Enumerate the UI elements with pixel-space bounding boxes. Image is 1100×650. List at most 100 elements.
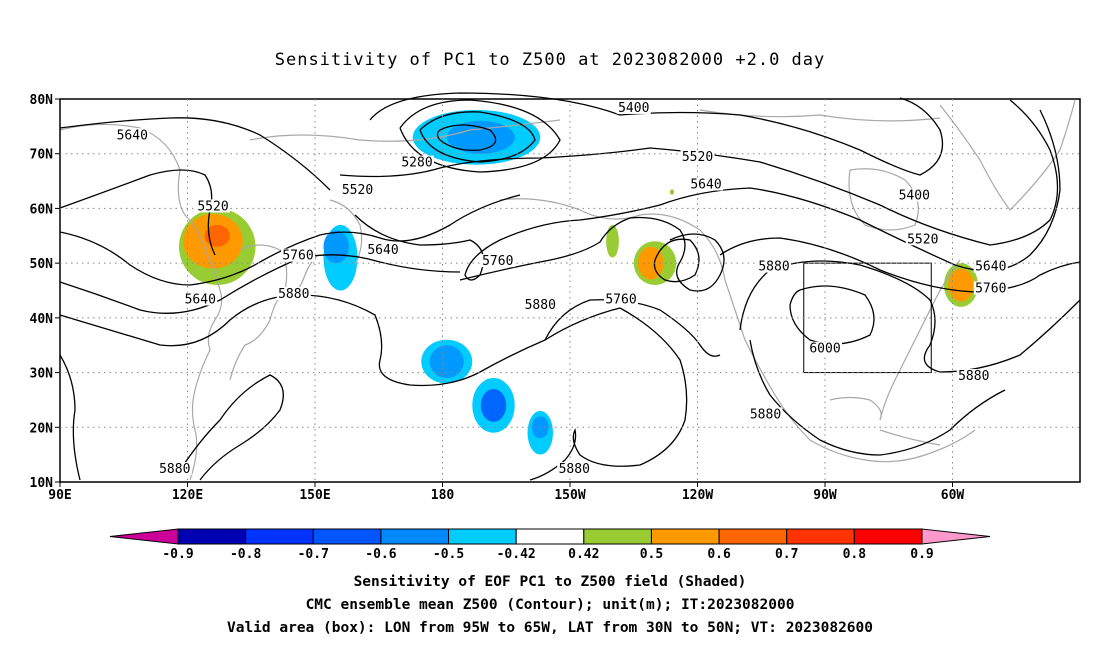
contour-label-bg: [340, 183, 375, 197]
contour-label-bg: [157, 462, 192, 476]
contour-label: 5520: [197, 199, 228, 214]
contour-label: 5880: [758, 260, 789, 275]
coastline-east-asia: [229, 244, 288, 381]
colorbar-label: 0.5: [640, 547, 663, 562]
contour-5400: [369, 92, 944, 176]
contour-5280-ring-2: [419, 111, 536, 163]
colorbar-box: [312, 528, 382, 545]
contour-label: 5760: [605, 292, 636, 307]
contour-label: 6000: [809, 342, 840, 357]
coastline-hudson: [848, 168, 919, 231]
contour-label-bg: [115, 128, 150, 142]
contour-5880-central: [544, 299, 721, 357]
footer-line-shaded: Sensitivity of EOF PC1 to Z500 field (Sh…: [353, 574, 747, 590]
lon-tick-label: 150E: [299, 488, 330, 503]
footer-line-contour: CMC ensemble mean Z500 (Contour); unit(m…: [305, 597, 795, 613]
contour-5880-south: [529, 307, 688, 481]
contour-5640-central: [354, 109, 1061, 281]
contour-label-bg: [366, 243, 400, 257]
contour-label: 5520: [342, 183, 373, 198]
contour-label: 5520: [907, 232, 938, 247]
contour-label-bg: [183, 292, 218, 306]
colorbar-min-triangle: [109, 528, 179, 545]
footer-line-valid-area: Valid area (box): LON from 95W to 65W, L…: [226, 620, 873, 636]
contour-5640-west: [59, 117, 331, 191]
colorbar-box: [177, 528, 247, 545]
shaded-region-18: [669, 189, 675, 195]
contour-label-bg: [196, 199, 230, 213]
contour-6000: [789, 285, 875, 345]
contour-label: 5640: [117, 128, 148, 143]
contour-label: 5880: [750, 407, 781, 422]
contour-5880-east: [739, 260, 1081, 373]
colorbar-box: [718, 528, 788, 545]
z500-contours: [59, 92, 1081, 481]
lat-tick-label: 30N: [30, 367, 54, 382]
contour-label: 5880: [559, 462, 590, 477]
contour-label: 5640: [367, 243, 398, 258]
contour-label: 5400: [618, 101, 649, 116]
coastline-caribbean: [879, 429, 941, 446]
contour-label: 5880: [958, 369, 989, 384]
lon-tick-label: 150W: [554, 488, 585, 503]
colorbar-box: [853, 528, 923, 545]
shaded-region-12: [531, 416, 549, 439]
colorbar-label: 0.6: [707, 547, 731, 562]
shaded-region-2: [204, 224, 230, 247]
contour-label-bg: [523, 297, 558, 311]
contour-5760-east: [719, 237, 1081, 293]
colorbar-label: 0.8: [843, 547, 867, 562]
contour-label: 5880: [525, 298, 556, 313]
colorbar-box: [650, 528, 720, 545]
contour-label-bg: [557, 462, 592, 476]
coastline-north-america-west: [724, 279, 976, 463]
contour-5280-low: [436, 124, 497, 151]
lon-tick-label: 60W: [941, 488, 965, 503]
contour-label-bg: [281, 248, 315, 262]
colorbar-label: -0.9: [162, 547, 193, 562]
contour-label-bg: [905, 232, 940, 246]
colorbar-label: -0.6: [365, 547, 396, 562]
contour-5760-west: [59, 254, 461, 314]
coastline-siberia: [249, 119, 561, 142]
lat-tick-label: 80N: [30, 93, 54, 108]
contour-5880-sw-loop: [179, 374, 284, 481]
colorbar-label: -0.5: [433, 547, 464, 562]
contour-5520-west: [59, 169, 216, 256]
contour-5880-west: [59, 294, 621, 387]
colorbar-label: 0.42: [568, 547, 599, 562]
contour-label: 5400: [899, 188, 930, 203]
coastline-arctic: [699, 109, 941, 122]
shaded-region-10: [480, 388, 507, 422]
chart-title: Sensitivity of PC1 to Z500 at 2023082000…: [274, 50, 826, 70]
contour-label: 5280: [401, 156, 432, 171]
coastline-asia: [59, 123, 223, 481]
contour-label: 5760: [282, 249, 313, 264]
colorbar-label: -0.42: [497, 547, 536, 562]
shaded-region-6: [446, 120, 515, 154]
contour-label: 5760: [482, 254, 513, 269]
contour-5880-east-south: [749, 339, 1006, 456]
colorbar: -0.9 -0.8 -0.7 -0.6 -0.5 -0.42 0.42 0.5 0.6 0.7 0.…: [109, 528, 991, 562]
contour-label: 5880: [278, 287, 309, 302]
colorbar-max-triangle: [921, 528, 991, 545]
colorbar-box: [515, 528, 585, 545]
colorbar-box: [245, 528, 314, 545]
shaded-region-4: [323, 230, 349, 264]
colorbar-label: -0.8: [230, 547, 261, 562]
coastline-alaska: [499, 198, 726, 281]
contour-5640-sw: [59, 194, 521, 286]
map-gridlines: [55, 98, 1080, 487]
lat-tick-label: 10N: [30, 476, 54, 491]
contour-5760-loop: [653, 238, 700, 283]
contour-label-bg: [276, 286, 311, 300]
contour-label-bg: [956, 369, 991, 383]
contour-label: 5640: [690, 178, 721, 193]
colorbar-label: -0.7: [298, 547, 329, 562]
lat-tick-label: 40N: [30, 312, 54, 327]
lat-tick-label: 50N: [30, 257, 54, 272]
contour-label-bg: [897, 188, 932, 202]
contour-5880-south-west: [59, 354, 81, 481]
contour-label-bg: [808, 341, 842, 355]
coastline-kamchatka: [329, 199, 363, 266]
